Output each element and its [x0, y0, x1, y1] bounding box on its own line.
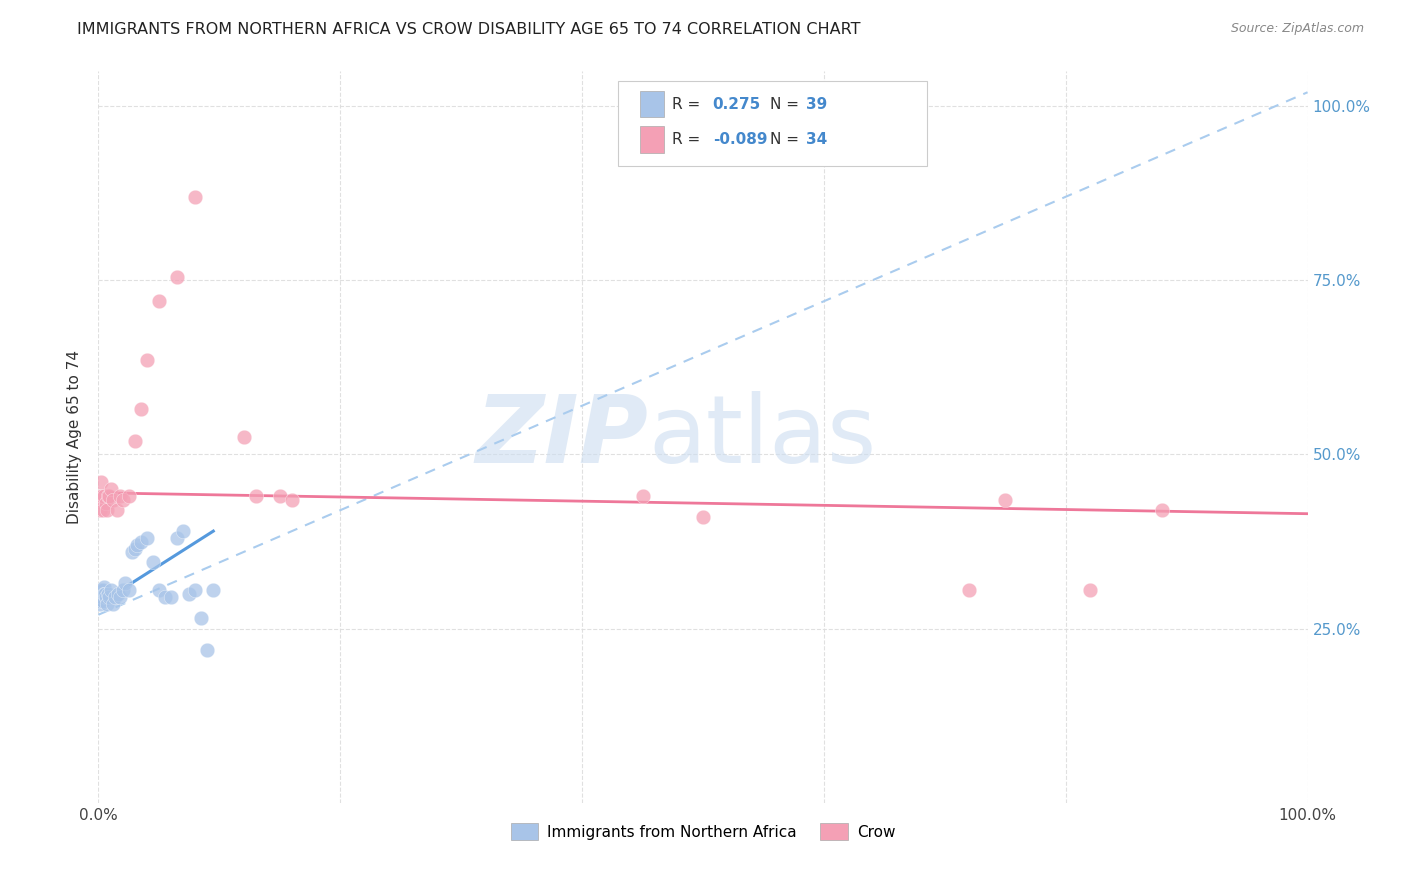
Text: N =: N =: [769, 132, 803, 147]
Point: [127, 538, 149, 552]
Point: [148, 583, 170, 598]
Text: -0.089: -0.089: [713, 132, 768, 147]
Point: [97, 587, 120, 601]
Point: [94, 587, 117, 601]
Point: [96, 597, 118, 611]
Point: [172, 524, 194, 538]
Point: [89, 594, 111, 608]
Point: [281, 492, 304, 507]
Point: [108, 591, 131, 605]
Point: [107, 587, 129, 601]
Point: [89, 503, 111, 517]
Point: [101, 492, 124, 507]
Point: [100, 483, 122, 497]
Point: [184, 583, 207, 598]
Point: [631, 489, 654, 503]
Point: [135, 353, 157, 368]
Text: N =: N =: [769, 96, 803, 112]
Point: [166, 531, 188, 545]
Text: Source: ZipAtlas.com: Source: ZipAtlas.com: [1230, 22, 1364, 36]
Point: [87, 591, 110, 605]
Point: [195, 642, 218, 657]
Point: [184, 190, 207, 204]
Point: [104, 591, 127, 605]
Point: [93, 587, 115, 601]
Point: [1078, 583, 1101, 598]
Point: [124, 434, 146, 448]
Point: [118, 489, 141, 503]
Point: [957, 583, 980, 598]
Point: [135, 531, 157, 545]
Point: [111, 492, 134, 507]
Point: [100, 583, 122, 598]
Point: [692, 510, 714, 524]
Point: [94, 591, 117, 605]
Point: [98, 489, 121, 503]
Point: [232, 430, 254, 444]
Point: [1152, 503, 1174, 517]
Point: [101, 597, 124, 611]
Point: [166, 269, 188, 284]
Point: [90, 492, 112, 507]
Point: [994, 492, 1017, 507]
Text: IMMIGRANTS FROM NORTHERN AFRICA VS CROW DISABILITY AGE 65 TO 74 CORRELATION CHAR: IMMIGRANTS FROM NORTHERN AFRICA VS CROW …: [77, 22, 860, 37]
Point: [202, 583, 225, 598]
Point: [89, 597, 111, 611]
Point: [108, 489, 131, 503]
Point: [96, 503, 118, 517]
Point: [90, 587, 112, 601]
Point: [148, 294, 170, 309]
Point: [111, 583, 134, 598]
Point: [245, 489, 267, 503]
Point: [91, 503, 114, 517]
FancyBboxPatch shape: [640, 126, 664, 153]
Text: ZIP: ZIP: [475, 391, 648, 483]
Point: [121, 545, 143, 559]
Point: [269, 489, 291, 503]
Point: [93, 489, 115, 503]
Text: 34: 34: [806, 132, 827, 147]
FancyBboxPatch shape: [640, 91, 664, 118]
Text: 39: 39: [806, 96, 827, 112]
Point: [118, 583, 141, 598]
Y-axis label: Disability Age 65 to 74: Disability Age 65 to 74: [67, 350, 83, 524]
Point: [114, 576, 136, 591]
Point: [91, 594, 114, 608]
Point: [142, 556, 165, 570]
Text: 0.275: 0.275: [713, 96, 761, 112]
FancyBboxPatch shape: [619, 81, 927, 167]
Point: [129, 402, 152, 417]
Text: R =: R =: [672, 96, 704, 112]
Point: [105, 503, 128, 517]
Point: [124, 541, 146, 556]
Point: [97, 489, 120, 503]
Legend: Immigrants from Northern Africa, Crow: Immigrants from Northern Africa, Crow: [505, 816, 901, 847]
Point: [190, 611, 212, 625]
Text: R =: R =: [672, 132, 704, 147]
Point: [91, 583, 114, 598]
Point: [91, 489, 114, 503]
Point: [129, 534, 152, 549]
Point: [160, 591, 183, 605]
Text: atlas: atlas: [648, 391, 877, 483]
Point: [93, 580, 115, 594]
Point: [153, 591, 176, 605]
Point: [90, 583, 112, 598]
Point: [94, 496, 117, 510]
Point: [179, 587, 201, 601]
Point: [90, 475, 112, 490]
Point: [98, 591, 121, 605]
Point: [91, 591, 114, 605]
Point: [87, 492, 110, 507]
Point: [89, 489, 111, 503]
